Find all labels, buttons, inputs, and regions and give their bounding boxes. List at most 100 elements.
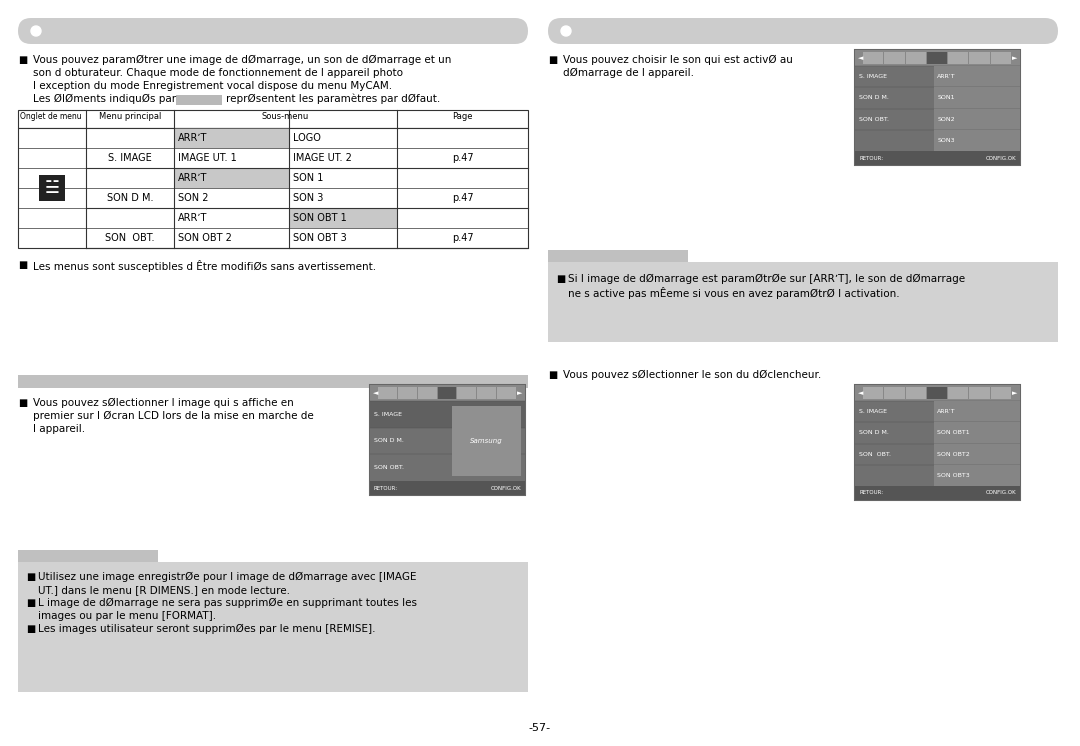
- Bar: [990, 387, 1011, 399]
- Bar: [934, 66, 1020, 87]
- Bar: [990, 52, 1011, 64]
- Text: S. IMAGE: S. IMAGE: [108, 153, 152, 163]
- Text: ARRʼT: ARRʼT: [937, 409, 956, 414]
- Text: SON OBT 3: SON OBT 3: [293, 233, 347, 243]
- Text: -57-: -57-: [529, 723, 551, 733]
- Bar: [370, 481, 525, 495]
- Text: SON OBT 1: SON OBT 1: [293, 213, 347, 223]
- Text: Menu principal: Menu principal: [98, 112, 161, 121]
- Bar: [289, 208, 397, 228]
- Text: ARRʼT: ARRʼT: [178, 213, 207, 223]
- Bar: [18, 562, 528, 692]
- Text: p.47: p.47: [451, 193, 473, 203]
- Bar: [927, 387, 947, 399]
- Text: S. IMAGE: S. IMAGE: [859, 74, 887, 79]
- Bar: [934, 422, 1020, 444]
- Text: SON D M.: SON D M.: [374, 439, 404, 444]
- Text: p.47: p.47: [451, 153, 473, 163]
- Text: Vous pouvez choisir le son qui est activØ au: Vous pouvez choisir le son qui est activ…: [563, 55, 793, 65]
- Text: l exception du mode Enregistrement vocal dispose du menu MyCAM.: l exception du mode Enregistrement vocal…: [33, 81, 392, 91]
- Bar: [174, 168, 289, 188]
- Text: ◄: ◄: [373, 390, 378, 396]
- Text: ►: ►: [1012, 390, 1017, 396]
- Bar: [855, 87, 1020, 108]
- Bar: [948, 52, 969, 64]
- Text: Vous pouvez sØlectionner le son du dØclencheur.: Vous pouvez sØlectionner le son du dØcle…: [563, 370, 821, 380]
- Bar: [548, 250, 688, 264]
- Text: SON  OBT.: SON OBT.: [859, 451, 891, 457]
- Text: ARRʼT: ARRʼT: [937, 74, 956, 79]
- Text: ■: ■: [26, 572, 36, 582]
- Bar: [934, 87, 1020, 108]
- Bar: [855, 401, 1020, 422]
- Bar: [174, 128, 289, 148]
- Bar: [855, 385, 1020, 500]
- Text: p.47: p.47: [451, 233, 473, 243]
- Text: ■: ■: [18, 398, 27, 408]
- Bar: [970, 52, 989, 64]
- Bar: [970, 387, 989, 399]
- Bar: [453, 406, 521, 476]
- Text: S. IMAGE: S. IMAGE: [859, 409, 887, 414]
- Text: premier sur l Øcran LCD lors de la mise en marche de: premier sur l Øcran LCD lors de la mise …: [33, 411, 314, 421]
- Text: CONFIG.OK: CONFIG.OK: [985, 155, 1016, 160]
- Text: Page: Page: [453, 112, 473, 121]
- Text: ARRʼT: ARRʼT: [178, 173, 207, 183]
- Bar: [855, 130, 1020, 151]
- Text: ARRʼT: ARRʼT: [178, 133, 207, 143]
- Bar: [176, 95, 222, 105]
- Bar: [18, 110, 528, 128]
- Text: S. IMAGE: S. IMAGE: [374, 412, 402, 417]
- Text: ◄: ◄: [858, 390, 863, 396]
- Text: ne s active pas mÊeme si vous en avez paramØtrØ l activation.: ne s active pas mÊeme si vous en avez pa…: [568, 287, 900, 299]
- Text: L image de dØmarrage ne sera pas supprimØe en supprimant toutes les: L image de dØmarrage ne sera pas supprim…: [38, 598, 417, 608]
- Text: ►: ►: [1012, 55, 1017, 61]
- Text: Vous pouvez paramØtrer une image de dØmarrage, un son de dØmarrage et un: Vous pouvez paramØtrer une image de dØma…: [33, 55, 451, 65]
- FancyBboxPatch shape: [18, 18, 528, 44]
- Text: SON OBT2: SON OBT2: [937, 451, 970, 457]
- Text: Vous pouvez sØlectionner l image qui s affiche en: Vous pouvez sØlectionner l image qui s a…: [33, 398, 294, 408]
- Text: RETOUR:: RETOUR:: [859, 491, 883, 495]
- Bar: [497, 387, 516, 399]
- Text: ■: ■: [18, 260, 27, 270]
- Text: SON 1: SON 1: [293, 173, 323, 183]
- Circle shape: [31, 26, 41, 36]
- Text: ■: ■: [18, 55, 27, 65]
- Bar: [370, 427, 525, 454]
- Bar: [39, 175, 65, 201]
- Text: SON OBT3: SON OBT3: [937, 473, 970, 478]
- Bar: [477, 387, 496, 399]
- Text: ☱: ☱: [44, 179, 59, 197]
- Bar: [370, 385, 525, 495]
- Bar: [855, 50, 1020, 165]
- Text: Onglet de menu: Onglet de menu: [21, 112, 82, 121]
- Text: images ou par le menu [FORMAT].: images ou par le menu [FORMAT].: [38, 611, 216, 621]
- Bar: [855, 66, 1020, 87]
- Bar: [18, 375, 528, 388]
- Bar: [855, 151, 1020, 165]
- Bar: [934, 108, 1020, 130]
- Text: Samsung: Samsung: [470, 438, 503, 444]
- Text: SON D M.: SON D M.: [859, 430, 889, 436]
- Bar: [458, 387, 476, 399]
- Bar: [18, 128, 528, 248]
- Text: Les menus sont susceptibles d Être modifiØs sans avertissement.: Les menus sont susceptibles d Être modif…: [33, 260, 376, 272]
- FancyBboxPatch shape: [548, 18, 1058, 44]
- Text: SON 3: SON 3: [293, 193, 323, 203]
- Bar: [934, 465, 1020, 486]
- Text: son d obturateur. Chaque mode de fonctionnement de l appareil photo: son d obturateur. Chaque mode de fonctio…: [33, 68, 403, 78]
- Text: CONFIG.OK: CONFIG.OK: [985, 491, 1016, 495]
- Text: SON OBT 2: SON OBT 2: [178, 233, 232, 243]
- Bar: [18, 550, 158, 564]
- Text: SON D M.: SON D M.: [107, 193, 153, 203]
- Bar: [934, 401, 1020, 422]
- Text: SON OBT.: SON OBT.: [859, 116, 889, 122]
- Bar: [855, 385, 1020, 401]
- Bar: [934, 444, 1020, 465]
- Text: dØmarrage de l appareil.: dØmarrage de l appareil.: [563, 68, 694, 78]
- Bar: [397, 387, 417, 399]
- Bar: [885, 52, 905, 64]
- Text: ◄: ◄: [858, 55, 863, 61]
- Bar: [948, 387, 969, 399]
- Text: SON2: SON2: [937, 116, 955, 122]
